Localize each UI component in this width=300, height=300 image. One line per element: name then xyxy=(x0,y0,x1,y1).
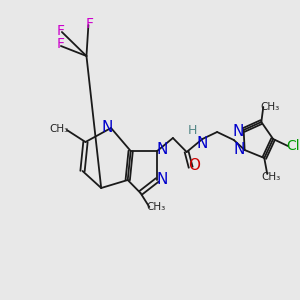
Text: O: O xyxy=(188,158,200,173)
Text: CH₃: CH₃ xyxy=(49,124,69,134)
Text: CH₃: CH₃ xyxy=(262,172,281,182)
Text: CH₃: CH₃ xyxy=(147,202,166,212)
Text: N: N xyxy=(156,142,168,158)
Text: N: N xyxy=(156,172,168,187)
Text: CH₃: CH₃ xyxy=(261,102,280,112)
Text: N: N xyxy=(233,142,244,157)
Text: H: H xyxy=(188,124,197,137)
Text: F: F xyxy=(85,17,93,31)
Text: N: N xyxy=(101,119,113,134)
Text: F: F xyxy=(57,37,65,51)
Text: Cl: Cl xyxy=(286,139,300,153)
Text: N: N xyxy=(197,136,208,151)
Text: N: N xyxy=(232,124,243,139)
Text: F: F xyxy=(57,24,65,38)
